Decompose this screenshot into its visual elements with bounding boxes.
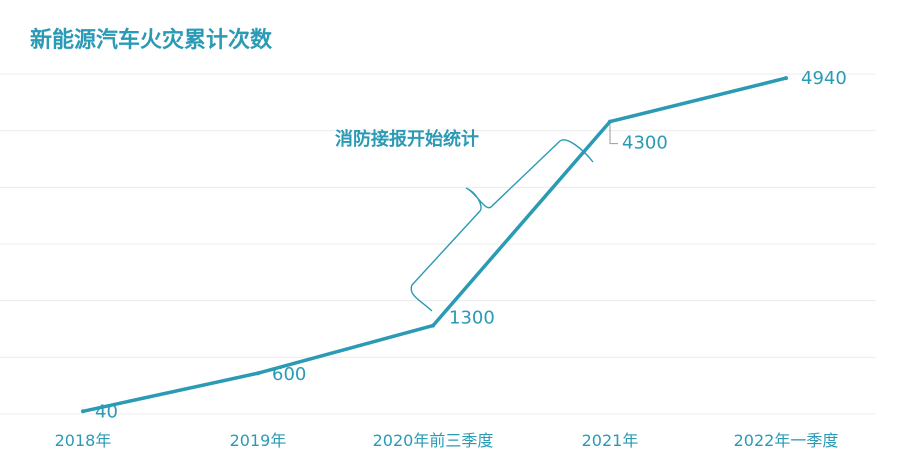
data-point xyxy=(431,323,435,328)
data-point xyxy=(256,371,260,376)
data-point xyxy=(608,119,612,124)
data-label: 1300 xyxy=(449,308,495,329)
chart-title: 新能源汽车火灾累计次数 xyxy=(30,28,273,53)
data-label-leader xyxy=(609,124,618,145)
series-group xyxy=(81,76,788,414)
annotation-brace xyxy=(410,139,594,312)
x-tick-label: 2020年前三季度 xyxy=(373,431,494,450)
x-axis-ticks: 2018年 2019年 2020年前三季度 2021年 2022年一季度 xyxy=(55,431,839,450)
x-tick-label: 2021年 xyxy=(582,431,639,450)
x-tick-label: 2018年 xyxy=(55,431,112,450)
x-tick-label: 2019年 xyxy=(230,431,287,450)
x-tick-label: 2022年一季度 xyxy=(734,431,839,450)
annotation-text: 消防接报开始统计 xyxy=(335,128,479,150)
annotation-group: 消防接报开始统计 xyxy=(335,128,594,312)
data-point xyxy=(81,409,85,414)
data-label: 40 xyxy=(95,401,118,422)
data-point xyxy=(784,76,788,81)
data-label: 600 xyxy=(272,364,306,385)
data-label: 4940 xyxy=(801,68,847,89)
gridlines xyxy=(0,73,876,415)
data-label: 4300 xyxy=(622,133,668,154)
labels-group: 40 600 1300 4300 4940 xyxy=(95,68,847,422)
